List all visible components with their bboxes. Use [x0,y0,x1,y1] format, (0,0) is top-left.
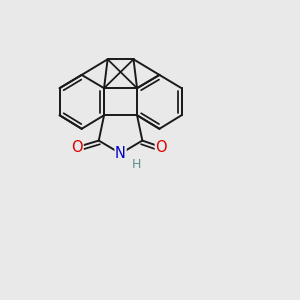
Text: O: O [71,140,83,154]
Text: H: H [132,158,141,171]
Text: N: N [115,146,126,161]
Text: O: O [155,140,167,154]
